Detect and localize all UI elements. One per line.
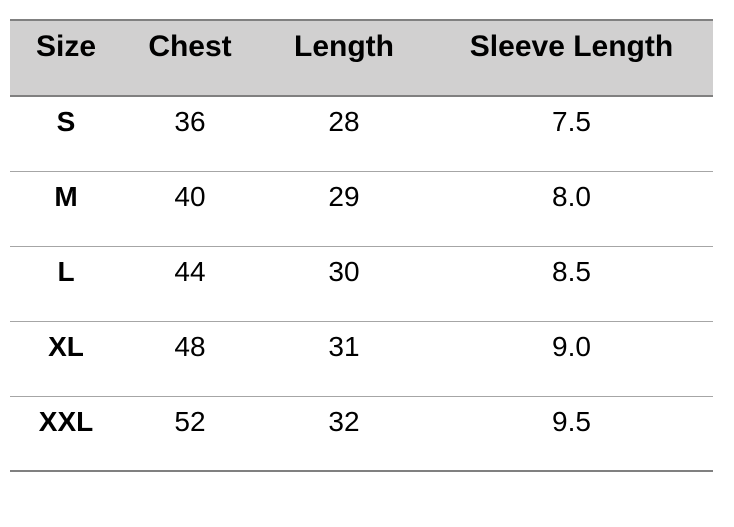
table-body: S 36 28 7.5 M 40 29 8.0 L 44 30 8.5 XL 48 31 9.0 XXL 52 32… <box>10 96 713 472</box>
sleeve-cell: 9.5 <box>430 396 713 472</box>
size-cell: L <box>10 246 122 322</box>
chest-cell: 44 <box>122 246 258 322</box>
sleeve-cell: 8.0 <box>430 171 713 247</box>
header-cell-chest: Chest <box>122 20 258 97</box>
table-row: L 44 30 8.5 <box>10 246 713 322</box>
table-row: XXL 52 32 9.5 <box>10 396 713 472</box>
header-cell-length: Length <box>258 20 430 97</box>
size-cell: S <box>10 96 122 172</box>
table-row: S 36 28 7.5 <box>10 96 713 172</box>
length-cell: 29 <box>258 171 430 247</box>
table-row: M 40 29 8.0 <box>10 171 713 247</box>
size-cell: M <box>10 171 122 247</box>
chest-cell: 36 <box>122 96 258 172</box>
sleeve-cell: 7.5 <box>430 96 713 172</box>
header-cell-sleeve-length: Sleeve Length <box>430 20 713 97</box>
length-cell: 28 <box>258 96 430 172</box>
size-cell: XXL <box>10 396 122 472</box>
size-chart-table: Size Chest Length Sleeve Length S 36 28 7.5… <box>10 19 713 472</box>
table-header: Size Chest Length Sleeve Length <box>10 20 713 97</box>
length-cell: 31 <box>258 321 430 397</box>
size-cell: XL <box>10 321 122 397</box>
chest-cell: 52 <box>122 396 258 472</box>
length-cell: 32 <box>258 396 430 472</box>
header-cell-size: Size <box>10 20 122 97</box>
sleeve-cell: 8.5 <box>430 246 713 322</box>
table-row: XL 48 31 9.0 <box>10 321 713 397</box>
sleeve-cell: 9.0 <box>430 321 713 397</box>
table-header-row: Size Chest Length Sleeve Length <box>10 20 713 97</box>
length-cell: 30 <box>258 246 430 322</box>
chest-cell: 48 <box>122 321 258 397</box>
chest-cell: 40 <box>122 171 258 247</box>
